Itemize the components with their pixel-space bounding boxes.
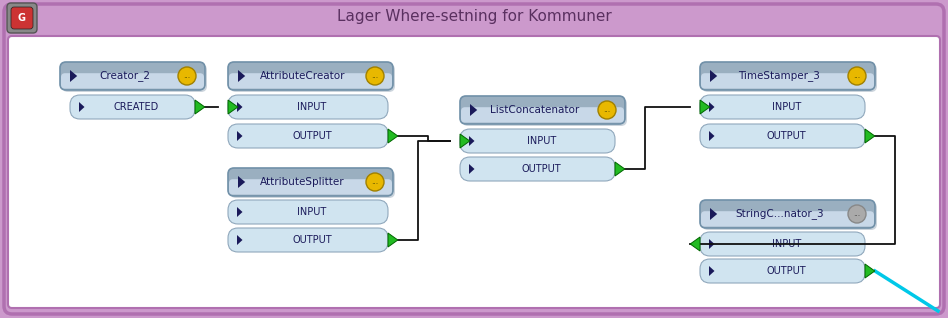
Circle shape (366, 173, 384, 191)
Text: ...: ... (853, 72, 861, 80)
FancyBboxPatch shape (8, 36, 940, 308)
FancyBboxPatch shape (702, 64, 877, 92)
Circle shape (848, 205, 866, 223)
Polygon shape (615, 162, 625, 176)
Polygon shape (709, 239, 715, 249)
FancyBboxPatch shape (228, 200, 388, 224)
FancyBboxPatch shape (700, 124, 865, 148)
FancyBboxPatch shape (4, 4, 944, 314)
Circle shape (178, 67, 196, 85)
Text: INPUT: INPUT (772, 102, 801, 112)
FancyBboxPatch shape (460, 157, 615, 181)
FancyBboxPatch shape (7, 3, 37, 33)
Text: INPUT: INPUT (772, 239, 801, 249)
Text: OUTPUT: OUTPUT (292, 131, 332, 141)
FancyBboxPatch shape (229, 73, 392, 89)
FancyBboxPatch shape (62, 64, 207, 92)
Polygon shape (469, 136, 475, 146)
Polygon shape (237, 102, 243, 112)
FancyBboxPatch shape (230, 64, 395, 92)
FancyBboxPatch shape (462, 98, 627, 126)
Polygon shape (700, 100, 710, 114)
FancyBboxPatch shape (701, 211, 874, 227)
Polygon shape (238, 176, 246, 188)
Text: ...: ... (183, 72, 191, 80)
FancyBboxPatch shape (460, 129, 615, 153)
Polygon shape (470, 104, 477, 116)
Polygon shape (709, 131, 715, 141)
FancyBboxPatch shape (700, 62, 875, 90)
Circle shape (366, 67, 384, 85)
Polygon shape (237, 207, 243, 217)
Text: OUTPUT: OUTPUT (521, 164, 561, 174)
Text: ...: ... (853, 210, 861, 218)
Polygon shape (460, 134, 470, 148)
Text: ...: ... (372, 177, 378, 186)
Polygon shape (70, 70, 77, 82)
Polygon shape (237, 131, 243, 141)
FancyBboxPatch shape (701, 73, 874, 89)
Polygon shape (195, 100, 205, 114)
FancyBboxPatch shape (228, 95, 388, 119)
FancyBboxPatch shape (11, 7, 33, 29)
FancyBboxPatch shape (700, 259, 865, 283)
FancyBboxPatch shape (229, 179, 392, 195)
FancyBboxPatch shape (70, 95, 195, 119)
Text: ...: ... (604, 106, 611, 114)
Text: CREATED: CREATED (114, 102, 159, 112)
Text: Lager Where-setning for Kommuner: Lager Where-setning for Kommuner (337, 10, 611, 24)
FancyBboxPatch shape (228, 62, 393, 90)
FancyBboxPatch shape (700, 232, 865, 256)
Polygon shape (238, 70, 246, 82)
Text: INPUT: INPUT (298, 102, 327, 112)
FancyBboxPatch shape (228, 168, 393, 196)
FancyBboxPatch shape (460, 96, 625, 124)
Polygon shape (690, 237, 700, 251)
FancyBboxPatch shape (228, 228, 388, 252)
Text: OUTPUT: OUTPUT (767, 266, 807, 276)
Polygon shape (865, 264, 875, 278)
Polygon shape (709, 266, 715, 276)
FancyBboxPatch shape (230, 170, 395, 198)
FancyBboxPatch shape (700, 200, 875, 228)
FancyBboxPatch shape (702, 202, 877, 230)
Polygon shape (388, 129, 398, 143)
Text: G: G (18, 13, 26, 23)
Text: OUTPUT: OUTPUT (767, 131, 807, 141)
Polygon shape (228, 100, 238, 114)
Polygon shape (865, 129, 875, 143)
Text: StringC...nator_3: StringC...nator_3 (736, 209, 824, 219)
Circle shape (848, 67, 866, 85)
Text: INPUT: INPUT (527, 136, 556, 146)
Text: ListConcatenator: ListConcatenator (490, 105, 579, 115)
Polygon shape (709, 102, 715, 112)
Polygon shape (710, 70, 718, 82)
FancyBboxPatch shape (700, 95, 865, 119)
Text: AttributeCreator: AttributeCreator (260, 71, 345, 81)
Polygon shape (469, 164, 475, 174)
FancyBboxPatch shape (61, 73, 204, 89)
Text: ...: ... (372, 72, 378, 80)
FancyBboxPatch shape (228, 124, 388, 148)
Text: OUTPUT: OUTPUT (292, 235, 332, 245)
Text: AttributeSplitter: AttributeSplitter (260, 177, 345, 187)
Circle shape (598, 101, 616, 119)
Text: INPUT: INPUT (298, 207, 327, 217)
Polygon shape (237, 235, 243, 245)
Polygon shape (388, 233, 398, 247)
Text: TimeStamper_3: TimeStamper_3 (738, 71, 820, 81)
Polygon shape (710, 208, 718, 220)
FancyBboxPatch shape (60, 62, 205, 90)
FancyBboxPatch shape (461, 107, 624, 123)
Text: Creator_2: Creator_2 (99, 71, 150, 81)
Polygon shape (79, 102, 84, 112)
